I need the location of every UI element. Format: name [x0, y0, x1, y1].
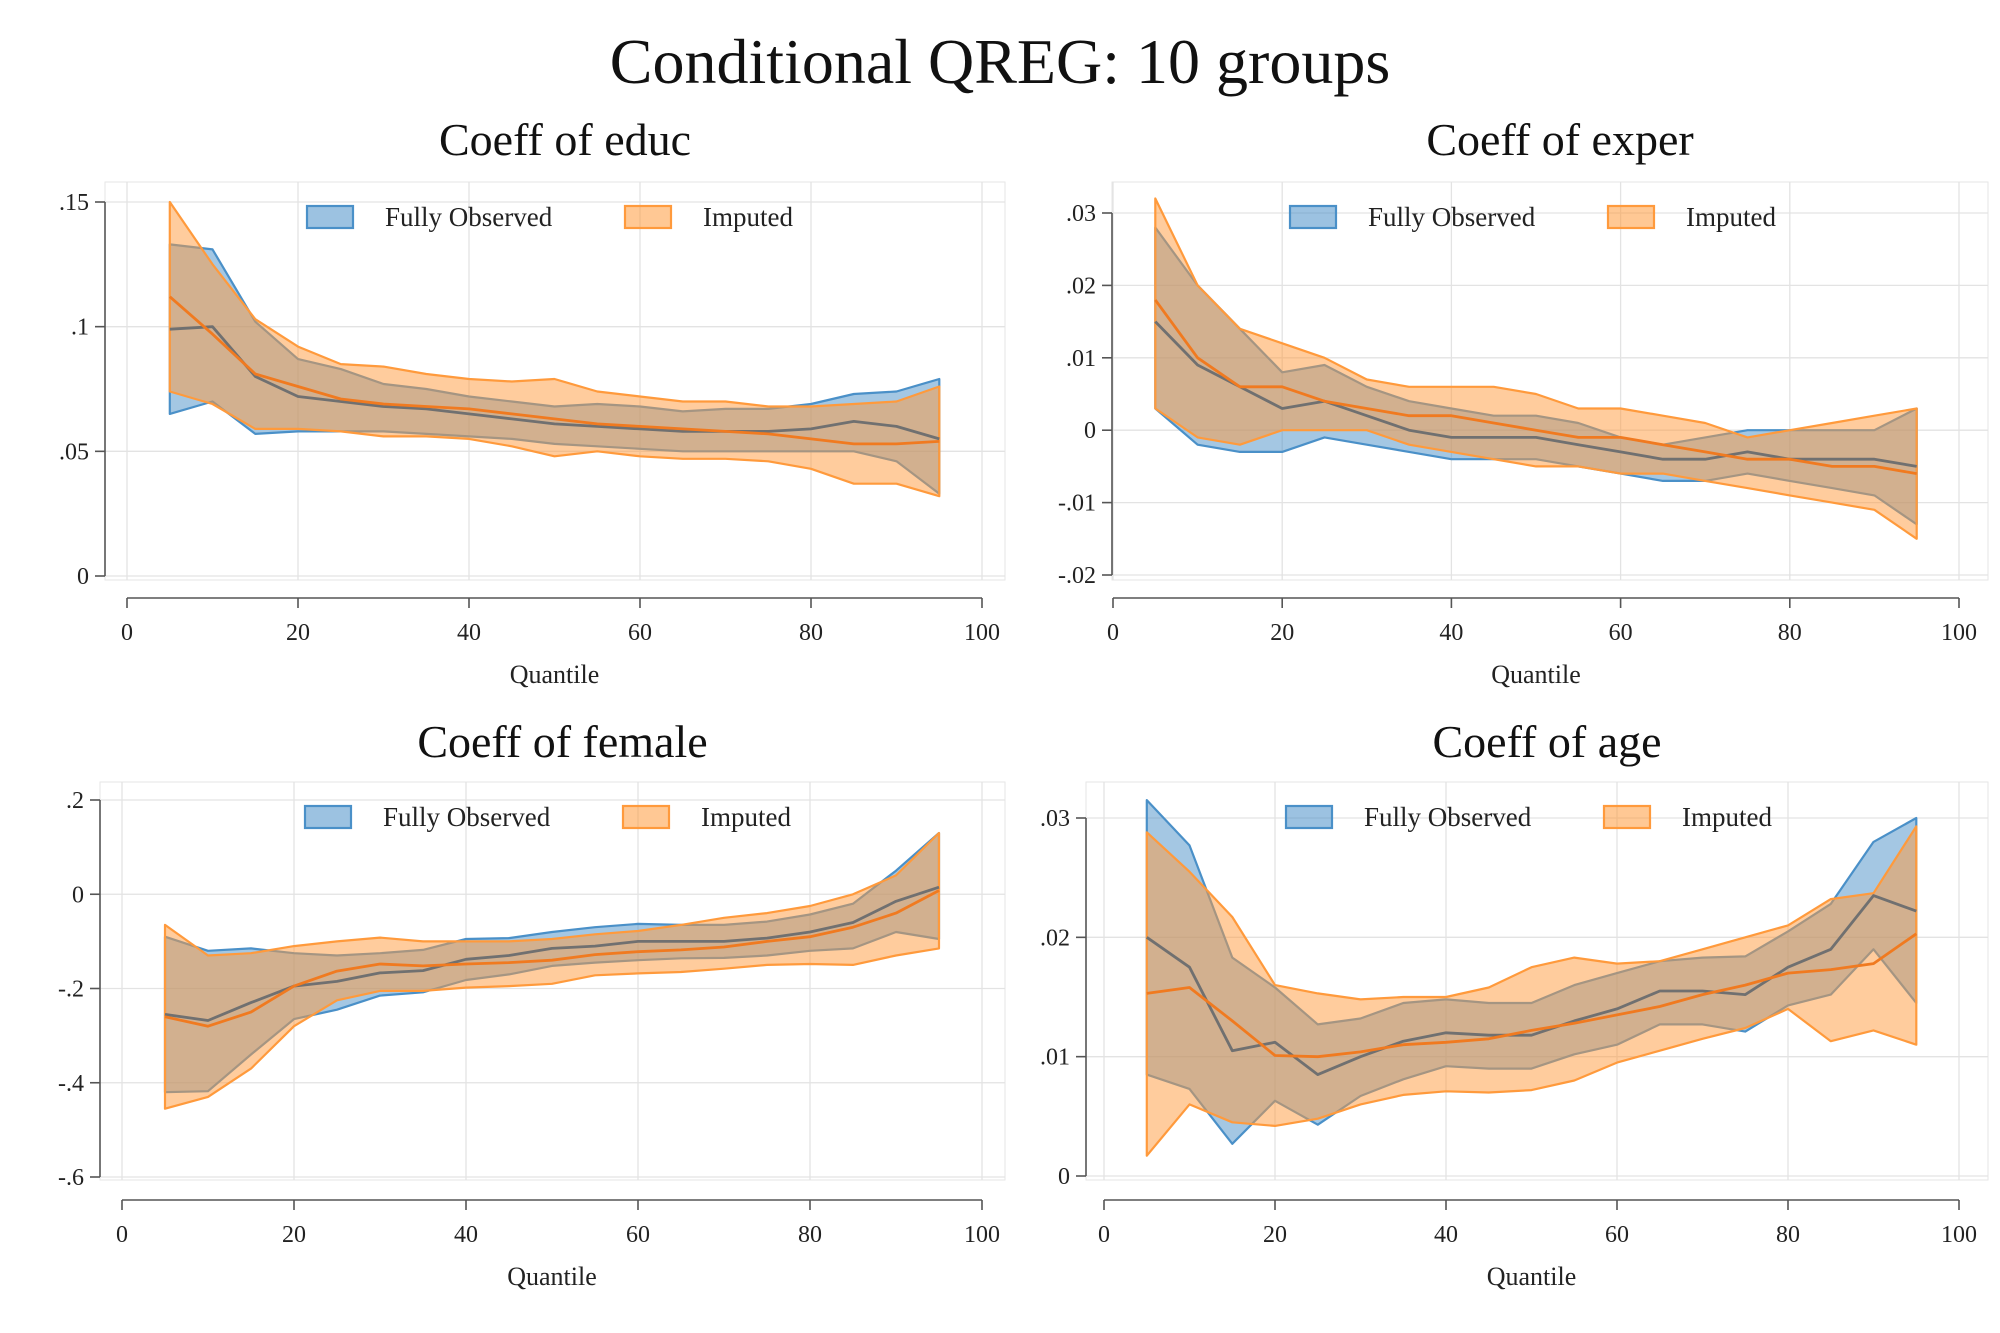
y-tick-label: 0	[72, 882, 84, 908]
legend-swatch-imputed	[621, 804, 671, 830]
estimate-line-imputed	[1154, 299, 1917, 475]
y-tick-label: .02	[1066, 273, 1096, 299]
ci-band-imputed	[1154, 197, 1918, 540]
y-tick-label: 0	[1084, 418, 1096, 444]
legend-label: Fully Observed	[1368, 202, 1536, 232]
estimate-line-imputed	[168, 295, 940, 446]
legend-swatch-fully-observed	[303, 804, 353, 830]
y-tick-label: -.2	[58, 977, 84, 1003]
legend-label: Imputed	[703, 202, 793, 232]
legend: Fully Observed Imputed	[1288, 202, 1776, 232]
y-tick-label: .03	[1066, 201, 1096, 227]
y-tick-label: .1	[71, 315, 89, 341]
legend-label: Imputed	[1682, 802, 1772, 832]
y-tick-label: .15	[59, 190, 89, 216]
y-tick-label: -.01	[1058, 491, 1096, 517]
x-tick-label: 20	[1270, 620, 1294, 646]
legend-label: Imputed	[701, 802, 791, 832]
x-tick-label: 40	[457, 620, 481, 646]
x-axis-label: Quantile	[1491, 660, 1581, 689]
x-tick-label: 0	[121, 620, 133, 646]
y-tick-label: -.02	[1058, 563, 1096, 589]
legend-swatch-imputed	[623, 204, 673, 230]
x-tick-label: 80	[798, 1222, 822, 1248]
estimate-line-imputed	[1146, 932, 1918, 1059]
y-tick-label: .05	[59, 439, 89, 465]
x-tick-label: 40	[454, 1222, 478, 1248]
x-tick-label: 60	[628, 620, 652, 646]
estimate-line-imputed	[164, 889, 940, 1028]
legend: Fully Observed Imputed	[1284, 802, 1772, 832]
panel-title: Coeff of exper	[1426, 114, 1693, 165]
x-tick-label: 80	[1776, 1222, 1800, 1248]
y-tick-label: .01	[1066, 346, 1096, 372]
x-tick-label: 80	[799, 620, 823, 646]
panel-title: Coeff of age	[1432, 716, 1661, 767]
y-tick-label: .03	[1040, 806, 1070, 832]
x-tick-label: 0	[116, 1222, 128, 1248]
legend: Fully Observed Imputed	[303, 802, 791, 832]
x-tick-label: 60	[1605, 1222, 1629, 1248]
x-tick-label: 0	[1098, 1222, 1110, 1248]
y-tick-label: -.4	[58, 1071, 84, 1097]
legend-label: Imputed	[1686, 202, 1776, 232]
y-tick-label: 0	[77, 564, 89, 590]
x-tick-label: 100	[1941, 620, 1977, 646]
x-tick-label: 20	[282, 1222, 306, 1248]
legend-swatch-imputed	[1606, 204, 1656, 230]
x-tick-label: 80	[1778, 620, 1802, 646]
chart-panel-3: Coeff of female -.6 -.4 -.2 0 .2 0 20 40 60 80 100 Q…	[58, 716, 1006, 1291]
legend-label: Fully Observed	[385, 202, 553, 232]
ci-band-imputed	[168, 200, 941, 498]
legend: Fully Observed Imputed	[305, 202, 793, 232]
estimate-line-fully-observed	[169, 325, 940, 441]
legend-swatch-fully-observed	[305, 204, 355, 230]
chart-panel-1: Coeff of educ 0 .05 .1 .15 0 20 40 60 80 100 Quanti…	[59, 114, 1006, 689]
x-tick-label: 0	[1107, 620, 1119, 646]
x-tick-label: 100	[964, 1222, 1000, 1248]
legend-label: Fully Observed	[383, 802, 551, 832]
ci-band-imputed	[163, 831, 941, 1110]
legend-swatch-fully-observed	[1288, 204, 1338, 230]
figure-title: Conditional QREG: 10 groups	[609, 26, 1391, 97]
x-tick-label: 100	[1941, 1222, 1977, 1248]
y-tick-label: .2	[66, 788, 84, 814]
y-tick-label: -.6	[58, 1165, 84, 1191]
ci-band-imputed	[1145, 825, 1918, 1157]
x-tick-label: 60	[626, 1222, 650, 1248]
legend-swatch-fully-observed	[1284, 804, 1334, 830]
panel-title: Coeff of female	[417, 716, 707, 767]
x-tick-label: 20	[286, 620, 310, 646]
x-tick-label: 40	[1434, 1222, 1458, 1248]
y-tick-label: .02	[1040, 925, 1070, 951]
x-tick-label: 100	[964, 620, 1000, 646]
estimate-line-fully-observed	[1145, 894, 1917, 1076]
x-axis-label: Quantile	[510, 660, 600, 689]
panel-title: Coeff of educ	[439, 114, 691, 165]
chart-panel-4: Coeff of age 0 .01 .02 .03 0 20 40 60 80 100 Quanti…	[1040, 716, 1989, 1291]
x-tick-label: 60	[1609, 620, 1633, 646]
x-tick-label: 20	[1263, 1222, 1287, 1248]
x-axis-label: Quantile	[1487, 1262, 1577, 1291]
y-tick-label: 0	[1058, 1164, 1070, 1190]
legend-swatch-imputed	[1602, 804, 1652, 830]
chart-panel-2: Coeff of exper -.02 -.01 0 .01 .02 .03 0 20 40 60 8…	[1058, 114, 1989, 689]
x-axis-label: Quantile	[507, 1262, 597, 1291]
legend-label: Fully Observed	[1364, 802, 1532, 832]
y-tick-label: .01	[1040, 1045, 1070, 1071]
x-tick-label: 40	[1439, 620, 1463, 646]
